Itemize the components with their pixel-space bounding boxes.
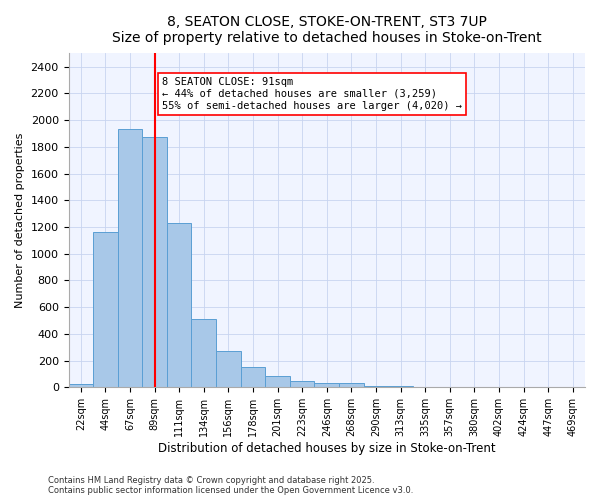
Bar (167, 223, 191, 388)
X-axis label: Distribution of detached houses by size in Stoke-on-Trent: Distribution of detached houses by size … (158, 442, 496, 455)
Bar (290, 382, 314, 388)
Y-axis label: Number of detached properties: Number of detached properties (15, 132, 25, 308)
Text: 8 SEATON CLOSE: 91sqm
← 44% of detached houses are smaller (3,259)
55% of semi-d: 8 SEATON CLOSE: 91sqm ← 44% of detached … (162, 78, 462, 110)
Bar (142, 138, 167, 388)
Bar (68, 384, 93, 388)
Bar (118, 130, 142, 388)
Bar (364, 386, 388, 388)
Bar (265, 376, 290, 388)
Bar (191, 319, 216, 388)
Bar (241, 366, 265, 388)
Title: 8, SEATON CLOSE, STOKE-ON-TRENT, ST3 7UP
Size of property relative to detached h: 8, SEATON CLOSE, STOKE-ON-TRENT, ST3 7UP… (112, 15, 542, 45)
Bar (339, 384, 364, 388)
Bar (413, 387, 437, 388)
Bar (93, 232, 118, 388)
Bar (314, 382, 339, 388)
Text: Contains HM Land Registry data © Crown copyright and database right 2025.
Contai: Contains HM Land Registry data © Crown c… (48, 476, 413, 495)
Bar (388, 386, 413, 388)
Bar (216, 352, 241, 388)
